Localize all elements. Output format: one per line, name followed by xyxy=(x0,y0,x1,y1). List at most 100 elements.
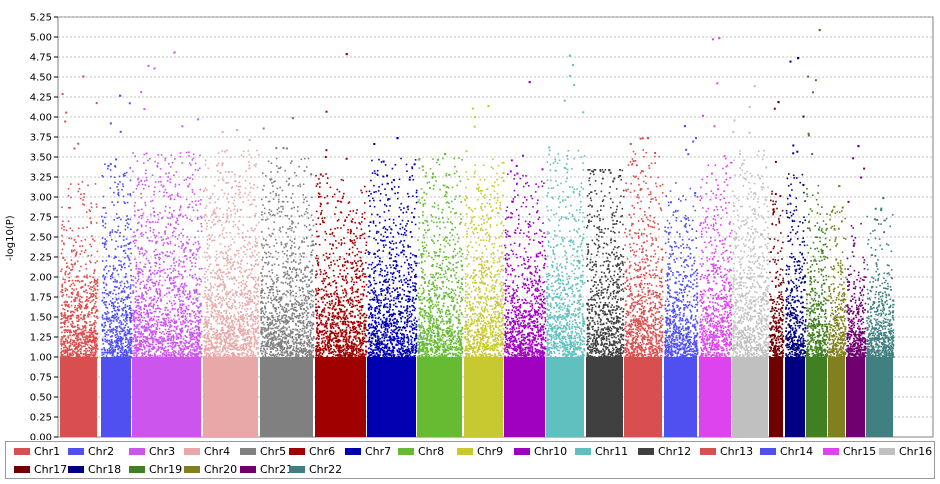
series-chr1 xyxy=(60,75,99,437)
data-point xyxy=(173,230,175,233)
data-point xyxy=(198,306,201,308)
data-point xyxy=(169,224,172,227)
data-point xyxy=(231,348,233,351)
data-point xyxy=(87,341,89,343)
data-point xyxy=(252,320,255,322)
data-point xyxy=(243,333,245,335)
data-point xyxy=(173,285,175,287)
data-point xyxy=(83,196,85,198)
data-point xyxy=(75,288,78,290)
data-point xyxy=(94,302,96,305)
data-point xyxy=(173,294,176,297)
data-point xyxy=(249,349,252,351)
data-point xyxy=(270,312,273,314)
data-point xyxy=(191,206,194,209)
data-point xyxy=(67,321,70,323)
data-point xyxy=(305,352,307,354)
data-point xyxy=(271,347,274,350)
data-point xyxy=(249,204,252,206)
data-point xyxy=(224,323,226,326)
data-point xyxy=(164,159,167,161)
data-point xyxy=(115,213,118,215)
data-point xyxy=(87,316,89,318)
data-point xyxy=(90,336,92,338)
data-point xyxy=(176,194,179,196)
data-point xyxy=(147,323,150,325)
data-point xyxy=(207,354,210,356)
data-point xyxy=(232,264,234,266)
data-point xyxy=(146,312,148,315)
data-point xyxy=(90,353,93,356)
data-point xyxy=(171,308,173,310)
data-point xyxy=(196,248,198,250)
data-point xyxy=(164,346,167,348)
data-point xyxy=(165,292,168,295)
data-point xyxy=(222,281,225,284)
data-point xyxy=(243,325,246,328)
data-point xyxy=(89,301,92,304)
data-point xyxy=(104,340,107,343)
data-point xyxy=(128,349,131,351)
data-point xyxy=(81,306,83,308)
data-point xyxy=(129,194,132,197)
data-point xyxy=(144,348,146,350)
data-point xyxy=(102,282,105,284)
data-point xyxy=(138,332,140,335)
data-point xyxy=(232,220,235,223)
data-point xyxy=(126,353,128,356)
series-chr3 xyxy=(132,51,203,437)
data-point xyxy=(165,356,168,359)
data-point xyxy=(104,238,106,240)
data-point xyxy=(172,354,175,356)
data-point-outlier xyxy=(109,163,112,166)
data-point xyxy=(147,341,150,344)
data-point xyxy=(166,342,169,345)
data-point xyxy=(116,352,119,354)
data-point xyxy=(307,336,310,339)
data-point xyxy=(167,354,169,356)
data-point xyxy=(144,304,146,306)
data-point xyxy=(287,339,290,342)
data-point xyxy=(264,306,266,308)
data-point xyxy=(148,297,151,300)
data-point xyxy=(158,311,161,313)
data-point xyxy=(183,282,186,285)
data-point xyxy=(79,197,82,200)
data-point xyxy=(187,353,189,355)
data-point xyxy=(237,319,239,322)
data-point xyxy=(248,344,250,347)
data-point xyxy=(107,318,110,321)
data-point xyxy=(137,221,140,224)
data-point xyxy=(131,352,133,355)
data-point xyxy=(120,300,122,302)
data-point xyxy=(153,250,155,253)
data-point xyxy=(113,176,116,178)
data-point xyxy=(279,227,281,229)
data-point xyxy=(194,241,197,244)
data-point xyxy=(293,303,295,306)
data-point xyxy=(113,285,116,288)
data-point xyxy=(93,346,95,349)
data-point xyxy=(213,309,216,311)
data-point xyxy=(68,280,71,282)
data-point xyxy=(233,345,236,347)
data-point xyxy=(300,255,303,257)
data-point xyxy=(64,323,66,325)
data-point xyxy=(256,242,258,244)
data-point xyxy=(74,333,77,335)
data-point xyxy=(146,311,149,313)
data-point xyxy=(91,346,94,348)
data-point xyxy=(242,232,244,234)
data-point xyxy=(163,195,165,197)
data-point xyxy=(148,342,150,345)
data-point xyxy=(208,255,210,257)
data-point xyxy=(85,355,88,357)
data-point xyxy=(93,280,96,282)
data-point xyxy=(222,216,225,218)
data-point xyxy=(165,172,167,175)
data-point xyxy=(217,220,219,223)
data-point xyxy=(227,342,229,345)
data-point xyxy=(137,314,140,316)
data-point xyxy=(295,350,297,353)
